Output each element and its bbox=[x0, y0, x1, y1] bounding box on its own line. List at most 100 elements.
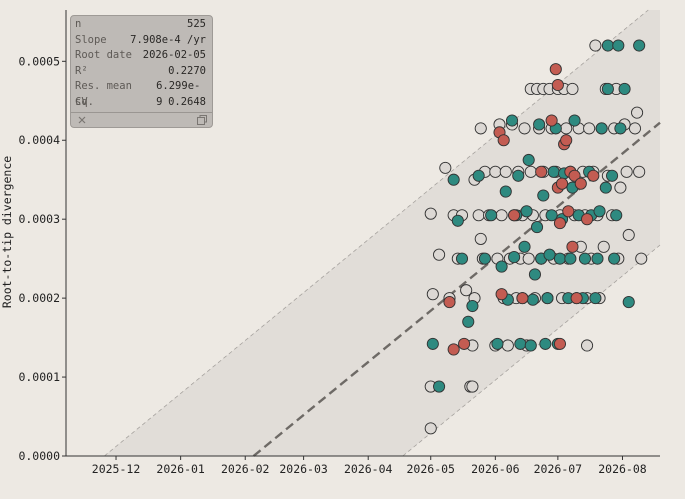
y-axis-title: Root-to-tip divergence bbox=[0, 156, 14, 308]
x-tick-label: 2026-01 bbox=[156, 462, 205, 476]
data-point bbox=[528, 268, 541, 281]
data-point bbox=[614, 181, 627, 194]
data-point bbox=[593, 205, 606, 218]
data-point bbox=[541, 292, 554, 305]
stat-row: R² 0.2270 bbox=[71, 64, 212, 80]
data-point bbox=[518, 240, 531, 253]
data-point bbox=[587, 169, 600, 182]
data-point bbox=[466, 299, 479, 313]
stat-value: 0.2648 bbox=[168, 95, 206, 108]
data-point bbox=[455, 252, 469, 265]
data-point bbox=[512, 169, 525, 182]
data-point bbox=[628, 122, 642, 135]
data-point bbox=[443, 296, 456, 309]
stat-label: R² bbox=[75, 64, 88, 77]
data-point bbox=[520, 205, 533, 218]
y-tick-label: 0.0000 bbox=[18, 449, 60, 463]
data-point bbox=[553, 252, 567, 265]
data-point bbox=[597, 240, 610, 253]
stat-row: Root date 2026-02-05 bbox=[71, 48, 212, 64]
data-point bbox=[589, 292, 602, 305]
stat-row: Res. mean sq. 6.299e-9 bbox=[71, 79, 212, 108]
data-point bbox=[499, 165, 512, 178]
data-point bbox=[562, 205, 575, 218]
data-point bbox=[620, 165, 633, 178]
data-point bbox=[633, 165, 646, 178]
data-point bbox=[426, 337, 439, 350]
data-point bbox=[589, 39, 602, 52]
data-point bbox=[622, 296, 635, 309]
data-point bbox=[618, 82, 631, 95]
data-point bbox=[568, 114, 581, 127]
data-point bbox=[526, 293, 539, 306]
data-point bbox=[547, 165, 560, 178]
data-point bbox=[472, 169, 485, 182]
data-point bbox=[491, 337, 504, 350]
data-point bbox=[424, 422, 437, 435]
data-point bbox=[539, 337, 552, 350]
data-point bbox=[514, 337, 527, 350]
stats-panel-divider bbox=[71, 112, 212, 113]
y-tick-label: 0.0003 bbox=[18, 212, 60, 226]
x-tick-label: 2026-03 bbox=[279, 462, 328, 476]
data-point bbox=[524, 165, 537, 178]
data-point bbox=[508, 209, 521, 222]
stat-label: CV bbox=[75, 95, 88, 108]
data-point bbox=[566, 82, 579, 95]
x-tick-label: 2025-12 bbox=[92, 462, 140, 476]
data-point bbox=[631, 106, 644, 119]
stat-value: 2026-02-05 bbox=[142, 49, 206, 61]
y-tick-label: 0.0005 bbox=[18, 54, 60, 68]
data-point bbox=[522, 252, 535, 265]
data-point bbox=[447, 173, 460, 186]
data-point bbox=[606, 169, 619, 182]
popout-icon[interactable] bbox=[196, 114, 208, 126]
stat-label: Res. mean sq. bbox=[75, 80, 132, 108]
data-point bbox=[568, 169, 581, 182]
data-point bbox=[495, 288, 508, 301]
stat-row: CV 0.2648 bbox=[71, 95, 212, 111]
data-point bbox=[551, 78, 564, 92]
data-point bbox=[424, 207, 437, 220]
stats-rows: n 525 Slope 7.908e-4 /yr Root date 2026-02-05… bbox=[71, 16, 212, 110]
data-point bbox=[555, 177, 569, 190]
data-point bbox=[553, 217, 567, 230]
data-point bbox=[583, 122, 596, 135]
data-point bbox=[447, 343, 460, 356]
data-point bbox=[633, 39, 646, 52]
stat-row: Slope 7.908e-4 /yr bbox=[71, 33, 212, 49]
x-tick-label: 2026-05 bbox=[407, 462, 455, 476]
data-point bbox=[530, 221, 544, 234]
stats-panel[interactable]: n 525 Slope 7.908e-4 /yr Root date 2026-02-05… bbox=[70, 15, 213, 128]
x-tick-label: 2026-06 bbox=[471, 462, 520, 476]
y-tick-label: 0.0004 bbox=[18, 133, 60, 147]
data-point bbox=[508, 251, 521, 264]
data-point bbox=[501, 339, 514, 352]
data-point bbox=[505, 114, 519, 127]
stat-value: 0.2270 bbox=[168, 64, 206, 77]
stat-label: Root date bbox=[75, 49, 132, 61]
data-point bbox=[474, 232, 487, 245]
data-point bbox=[451, 214, 464, 227]
stat-value: 7.908e-4 /yr bbox=[130, 33, 206, 46]
close-icon[interactable] bbox=[76, 114, 88, 126]
data-point bbox=[489, 165, 502, 178]
y-tick-label: 0.0002 bbox=[18, 291, 60, 305]
stat-label: n bbox=[75, 18, 82, 30]
data-point bbox=[474, 122, 487, 135]
data-point bbox=[433, 248, 446, 261]
data-point bbox=[495, 260, 508, 273]
y-tick-label: 0.0001 bbox=[18, 370, 60, 384]
data-point bbox=[460, 284, 473, 297]
data-point bbox=[570, 292, 583, 305]
data-point bbox=[608, 252, 621, 265]
data-point bbox=[535, 165, 548, 178]
stat-value: 6.299e-9 bbox=[156, 80, 201, 108]
data-point bbox=[543, 248, 556, 261]
data-point bbox=[458, 337, 471, 350]
data-point bbox=[495, 209, 508, 222]
x-tick-label: 2026-08 bbox=[598, 462, 647, 476]
data-point bbox=[635, 252, 648, 265]
data-point bbox=[466, 380, 479, 393]
